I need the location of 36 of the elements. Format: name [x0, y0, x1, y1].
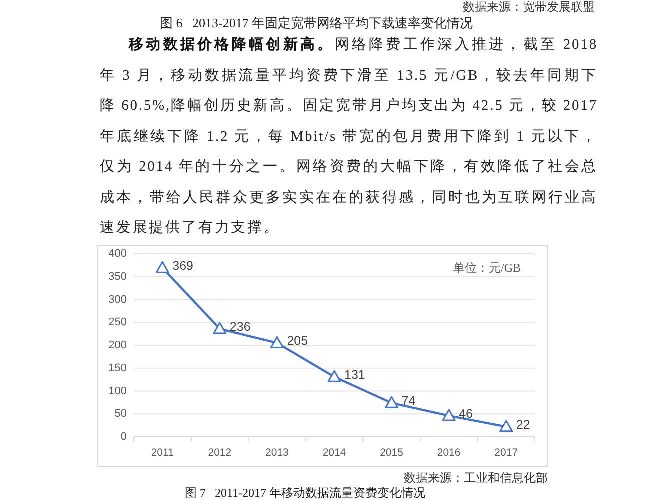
x-tick-label: 2015 — [380, 447, 404, 459]
y-tick-label: 100 — [108, 385, 127, 398]
point — [442, 409, 456, 422]
y-tick-label: 350 — [108, 270, 127, 283]
y-tick-label: 0 — [120, 431, 127, 443]
y-tick-label: 200 — [108, 340, 127, 352]
point — [385, 396, 399, 408]
text: 图 7 2011-2017 年移动数据流量资费变化情况 — [185, 486, 426, 500]
point — [213, 322, 227, 334]
point — [500, 420, 514, 432]
source-note: 数据来源：工业和信息化部 — [404, 471, 548, 485]
y-tick-label: 50 — [114, 408, 127, 420]
data-label: 131 — [344, 368, 366, 382]
data-label: 46 — [459, 406, 474, 421]
caption: 图 6 2013-2017 年固定宽带网络平均下载速率变化情况 — [160, 16, 474, 30]
point — [270, 336, 284, 348]
y-tick-label: 250 — [108, 316, 127, 329]
data-label: 22 — [516, 418, 530, 432]
x-tick-label: 2017 — [494, 447, 518, 459]
source-note: 数据来源：宽带发展联盟 — [463, 0, 595, 14]
y-tick-label: 300 — [108, 294, 127, 306]
data-label: 74 — [402, 394, 416, 408]
x-tick-label: 2014 — [322, 447, 346, 459]
point — [156, 261, 170, 274]
x-tick-label: 2013 — [266, 447, 290, 459]
data-label: 205 — [287, 334, 308, 348]
data-label: 236 — [230, 320, 251, 334]
data-label: 369 — [172, 259, 194, 274]
y-tick-label: 150 — [108, 362, 127, 374]
text: 移动数据价格降幅创新高。 — [129, 37, 335, 53]
annotation: 单位：元/GB — [452, 261, 521, 275]
x-tick-label: 2016 — [437, 447, 461, 459]
x-tick-label: 2012 — [208, 447, 232, 459]
point — [328, 370, 342, 382]
y-tick-label: 400 — [108, 248, 127, 260]
x-tick-label: 2011 — [151, 447, 174, 459]
